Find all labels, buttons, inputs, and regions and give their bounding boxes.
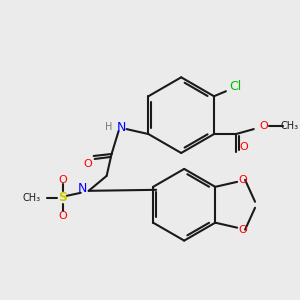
Text: N: N [117, 121, 126, 134]
Text: CH₃: CH₃ [280, 121, 299, 131]
Text: CH₃: CH₃ [23, 193, 41, 203]
Text: H: H [105, 122, 112, 132]
Text: Cl: Cl [230, 80, 242, 93]
Text: O: O [239, 175, 248, 185]
Text: O: O [58, 175, 67, 185]
Text: O: O [239, 225, 248, 235]
Text: O: O [239, 142, 248, 152]
Text: O: O [260, 121, 268, 131]
Text: N: N [78, 182, 87, 195]
Text: O: O [58, 211, 67, 221]
Text: S: S [58, 191, 67, 204]
Text: O: O [83, 159, 92, 169]
